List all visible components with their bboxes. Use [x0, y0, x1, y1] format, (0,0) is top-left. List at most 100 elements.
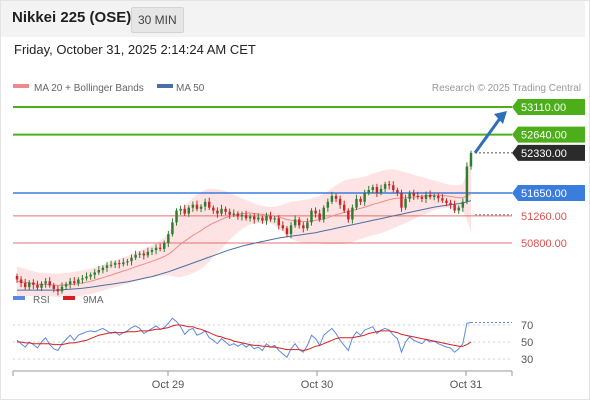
candle-body-28: [130, 257, 133, 262]
candle-body-87: [371, 187, 375, 191]
price-levels: [13, 106, 512, 244]
ma20-legend-swatch: [13, 84, 29, 88]
candle-body-2: [23, 283, 27, 288]
candle-body-107: [453, 204, 456, 211]
level-label-0: 53110.00: [521, 102, 566, 114]
level-label-3: 51650.00: [521, 188, 567, 200]
candle-body-53: [232, 213, 236, 215]
candle-body-8: [48, 281, 51, 286]
candle-body-5: [36, 284, 39, 288]
ma50-line: [17, 200, 472, 291]
candle-body-91: [387, 184, 391, 186]
candle-body-58: [252, 216, 256, 220]
rsi-ma-line: [17, 324, 472, 352]
rsi-ma-legend-label: 9MA: [83, 295, 104, 306]
ma50-legend-label: MA 50: [176, 83, 205, 94]
candle-body-100: [424, 194, 428, 199]
candle-body-1: [19, 279, 23, 284]
bollinger-band: [17, 154, 471, 298]
candle-body-56: [244, 214, 248, 219]
candle-body-82: [351, 207, 354, 220]
candle-body-65: [281, 225, 285, 229]
candle-body-73: [314, 210, 317, 214]
candle-body-23: [109, 264, 113, 266]
candle-body-0: [15, 275, 19, 280]
candle-body-14: [73, 281, 76, 284]
candle-body-25: [118, 263, 121, 265]
candle-body-40: [179, 208, 182, 211]
candle-body-4: [32, 282, 35, 285]
candle-body-35: [158, 247, 162, 249]
candle-body-89: [379, 188, 383, 193]
candle-body-57: [248, 216, 252, 219]
candle-body-51: [224, 208, 227, 212]
candle-body-74: [318, 213, 321, 220]
candle-body-55: [240, 214, 244, 217]
arrow-shaft: [473, 116, 503, 154]
candle-body-71: [306, 222, 309, 229]
candle-body-108: [457, 207, 460, 211]
candle-body-88: [375, 187, 379, 193]
price-level-labels: 53110.00 52640.00 52330.00 51650.00 51260.00…: [512, 99, 585, 250]
candle-body-39: [175, 210, 178, 223]
candle-body-94: [400, 192, 403, 208]
candle-body-106: [449, 202, 452, 205]
interval-button[interactable]: 30 MIN: [131, 7, 184, 33]
level-tag-3: [512, 184, 585, 201]
candle-body-59: [257, 217, 260, 220]
candle-body-95: [404, 198, 407, 208]
candle-body-27: [126, 261, 129, 263]
candle-body-32: [146, 251, 150, 256]
candle-body-52: [228, 211, 231, 215]
rsi-legend-label: RSI: [33, 295, 50, 306]
candle-body-24: [113, 263, 117, 265]
candle-body-78: [334, 195, 338, 199]
arrow-head: [494, 111, 507, 124]
candle-body-36: [163, 243, 166, 249]
candle-body-77: [330, 195, 334, 202]
candle-body-3: [28, 282, 31, 288]
candle-body-12: [64, 284, 68, 287]
candle-body-48: [212, 207, 215, 211]
candle-body-102: [432, 195, 436, 198]
ma20-line: [16, 193, 472, 286]
rsi-legend-swatch: [13, 296, 25, 300]
candle-body-81: [347, 210, 350, 220]
moving-averages: [16, 193, 472, 291]
candle-body-79: [338, 198, 342, 205]
candle-body-11: [60, 286, 64, 292]
candle-body-49: [216, 210, 219, 214]
header-bar: [1, 1, 585, 37]
candle-body-26: [122, 262, 125, 265]
candle-body-111: [469, 152, 473, 167]
candlesticks: [15, 150, 473, 296]
candle-body-66: [285, 228, 289, 235]
candle-body-97: [412, 192, 415, 196]
rsi-ma-legend-swatch: [63, 296, 75, 300]
candle-body-90: [383, 184, 387, 189]
candle-body-80: [342, 204, 346, 211]
candle-body-43: [191, 204, 195, 208]
candle-body-16: [81, 278, 84, 280]
rsi-tick-0: 70: [521, 320, 533, 332]
candle-body-38: [171, 222, 174, 235]
candle-body-37: [167, 234, 170, 243]
candle-body-18: [89, 274, 92, 277]
candle-body-21: [101, 267, 105, 271]
candle-body-22: [105, 265, 109, 268]
level-label-1: 52640.00: [521, 130, 567, 142]
rsi-lines: [16, 317, 512, 359]
candle-body-84: [359, 198, 362, 202]
candle-body-92: [392, 185, 395, 191]
candle-body-70: [302, 225, 305, 229]
candle-body-98: [416, 195, 420, 198]
candle-body-68: [293, 219, 297, 226]
candle-body-6: [40, 283, 43, 288]
candle-body-44: [195, 204, 199, 209]
candle-body-33: [150, 250, 154, 252]
rsi-line: [16, 317, 472, 359]
candle-body-86: [367, 190, 370, 193]
candle-body-47: [208, 201, 211, 208]
candle-body-30: [138, 253, 141, 255]
